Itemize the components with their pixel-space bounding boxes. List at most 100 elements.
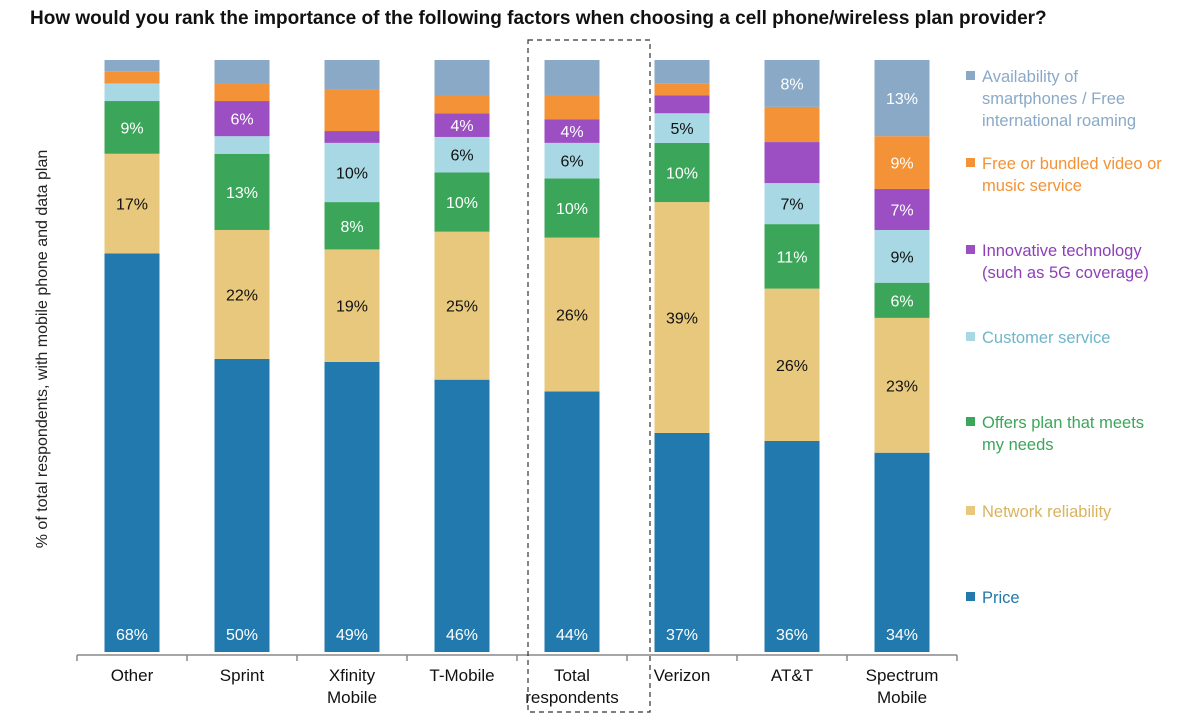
- bar-segment-xfinity-mobile-offers-plan-that-meets-my-needs: [324, 202, 380, 250]
- data-label: 6%: [450, 148, 473, 165]
- data-label: 9%: [890, 156, 913, 173]
- bar-segment-at-t-availability-of-smartphones-free-international-roaming: [764, 60, 820, 107]
- data-label: 49%: [336, 627, 368, 644]
- x-tick-label: Xfinity Mobile: [327, 666, 377, 707]
- data-label: 7%: [890, 202, 913, 219]
- bar-segment-at-t-innovative-technology-such-as-5g-coverage: [764, 142, 820, 184]
- bar-segment-verizon-price: [654, 432, 710, 652]
- bar-segment-total-respondents-free-or-bundled-video-or-music-service: [544, 95, 600, 120]
- x-tick-label: Spectrum Mobile: [866, 666, 939, 707]
- legend-label: Free or bundled video or music service: [982, 155, 1162, 195]
- data-label: 10%: [446, 195, 478, 212]
- legend-label: Network reliability: [982, 503, 1112, 521]
- data-label: 46%: [446, 627, 478, 644]
- legend-item: Network reliability: [966, 501, 1111, 523]
- data-label: 19%: [336, 299, 368, 316]
- data-label: 39%: [666, 311, 698, 328]
- bar-segment-t-mobile-offers-plan-that-meets-my-needs: [434, 172, 490, 232]
- legend-swatch: [966, 506, 975, 515]
- data-label: 34%: [886, 627, 918, 644]
- data-label: 8%: [340, 219, 363, 236]
- legend-item: Innovative technology (such as 5G covera…: [966, 240, 1149, 284]
- bar-segment-other-network-reliability: [104, 153, 160, 254]
- bar-segment-total-respondents-network-reliability: [544, 237, 600, 392]
- bar-segment-xfinity-mobile-network-reliability: [324, 249, 380, 362]
- legend-swatch: [966, 332, 975, 341]
- x-tick-label: Other: [111, 666, 154, 685]
- data-label: 36%: [776, 627, 808, 644]
- bar-segment-sprint-availability-of-smartphones-free-international-roaming: [214, 60, 270, 84]
- bar-segment-verizon-free-or-bundled-video-or-music-service: [654, 83, 710, 96]
- data-label: 10%: [556, 201, 588, 218]
- data-label: 10%: [336, 165, 368, 182]
- x-tick-label: Sprint: [220, 666, 265, 685]
- y-axis-label: % of total respondents, with mobile phon…: [34, 150, 51, 549]
- data-label: 6%: [230, 112, 253, 129]
- x-tick-label: AT&T: [771, 666, 813, 685]
- bar-segment-verizon-customer-service: [654, 113, 710, 143]
- bar-segment-spectrum-mobile-availability-of-smartphones-free-international-roaming: [874, 60, 930, 137]
- legend-label: Offers plan that meets my needs: [982, 414, 1145, 454]
- data-label: 25%: [446, 299, 478, 316]
- bar-segment-spectrum-mobile-free-or-bundled-video-or-music-service: [874, 136, 930, 189]
- bar-segment-t-mobile-network-reliability: [434, 231, 490, 380]
- legend-item: Offers plan that meets my needs: [966, 412, 1144, 456]
- bar-segment-spectrum-mobile-innovative-technology-such-as-5g-coverage: [874, 188, 930, 230]
- bar-segment-at-t-network-reliability: [764, 288, 820, 441]
- labels-layer: 68% 17% 9% 50% 22% 13% 6% 49% 19% 8% 10% 46% 25% 10% 6…: [116, 76, 918, 644]
- bar-segment-total-respondents-offers-plan-that-meets-my-needs: [544, 178, 600, 238]
- bar-segment-at-t-customer-service: [764, 183, 820, 225]
- bar-segment-total-respondents-innovative-technology-such-as-5g-coverage: [544, 119, 600, 143]
- bar-segment-t-mobile-availability-of-smartphones-free-international-roaming: [434, 60, 490, 96]
- bar-segment-verizon-availability-of-smartphones-free-international-roaming: [654, 60, 710, 84]
- legend-label: Availability of smartphones / Free inter…: [982, 68, 1137, 130]
- data-label: 9%: [890, 249, 913, 266]
- legend-swatch: [966, 71, 975, 80]
- chart-title: How would you rank the importance of the…: [30, 8, 1047, 29]
- data-label: 44%: [556, 627, 588, 644]
- bar-segment-other-offers-plan-that-meets-my-needs: [104, 101, 160, 154]
- data-label: 50%: [226, 627, 258, 644]
- bar-segment-total-respondents-availability-of-smartphones-free-international-roaming: [544, 60, 600, 96]
- bar-segment-verizon-offers-plan-that-meets-my-needs: [654, 142, 710, 203]
- bars-layer: [104, 60, 930, 653]
- legend-label: Price: [982, 589, 1020, 607]
- bar-segment-xfinity-mobile-free-or-bundled-video-or-music-service: [324, 89, 380, 132]
- bar-segment-verizon-innovative-technology-such-as-5g-coverage: [654, 95, 710, 114]
- bar-segment-t-mobile-customer-service: [434, 136, 490, 173]
- data-label: 4%: [560, 124, 583, 141]
- bar-segment-sprint-customer-service: [214, 136, 270, 154]
- legend-item: Availability of smartphones / Free inter…: [966, 66, 1136, 132]
- x-tick-label: T-Mobile: [429, 666, 494, 685]
- bar-segment-sprint-price: [214, 358, 270, 652]
- legend-item: Price: [966, 587, 1020, 609]
- bar-segment-other-availability-of-smartphones-free-international-roaming: [104, 60, 160, 72]
- legend-swatch: [966, 592, 975, 601]
- bar-segment-t-mobile-innovative-technology-such-as-5g-coverage: [434, 113, 490, 137]
- bar-segment-xfinity-mobile-customer-service: [324, 142, 380, 203]
- bar-segment-other-customer-service: [104, 83, 160, 102]
- bar-segment-at-t-offers-plan-that-meets-my-needs: [764, 224, 820, 289]
- bar-segment-sprint-free-or-bundled-video-or-music-service: [214, 83, 270, 102]
- highlight-box: [527, 39, 651, 713]
- data-label: 26%: [776, 358, 808, 375]
- data-label: 17%: [116, 197, 148, 214]
- bar-segment-xfinity-mobile-innovative-technology-such-as-5g-coverage: [324, 131, 380, 143]
- data-label: 9%: [120, 120, 143, 137]
- bar-segment-sprint-network-reliability: [214, 229, 270, 359]
- data-label: 26%: [556, 308, 588, 325]
- legend-label: Innovative technology (such as 5G covera…: [982, 242, 1149, 282]
- legend-swatch: [966, 417, 975, 426]
- bar-segment-sprint-innovative-technology-such-as-5g-coverage: [214, 101, 270, 137]
- bar-segment-t-mobile-free-or-bundled-video-or-music-service: [434, 95, 490, 114]
- data-label: 5%: [670, 121, 693, 138]
- bar-segment-sprint-offers-plan-that-meets-my-needs: [214, 153, 270, 230]
- data-label: 8%: [780, 76, 803, 93]
- bar-segment-other-price: [104, 253, 160, 653]
- legend-item: Free or bundled video or music service: [966, 153, 1162, 197]
- data-label: 4%: [450, 118, 473, 135]
- x-axis: Other Sprint Xfinity Mobile T-Mobile Total res…: [76, 39, 958, 713]
- legend-swatch: [966, 245, 975, 254]
- data-label: 23%: [886, 378, 918, 395]
